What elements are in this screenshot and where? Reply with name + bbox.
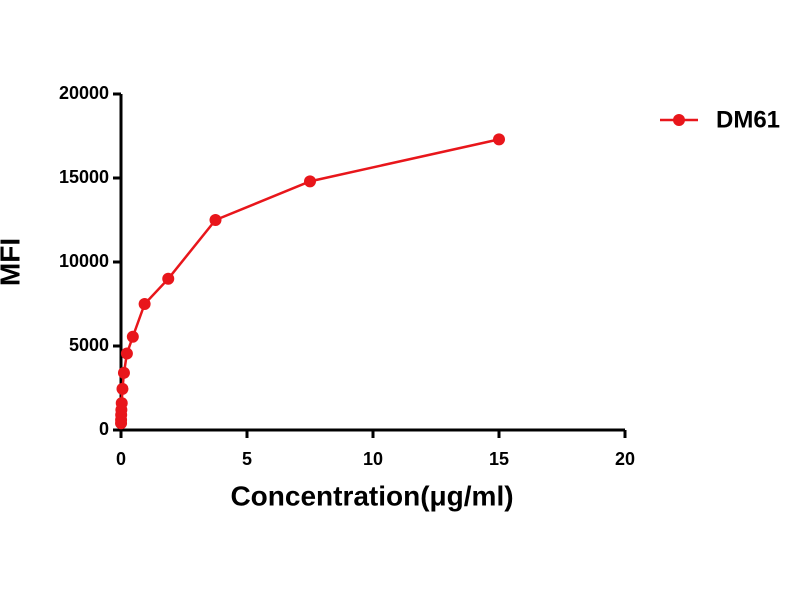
x-tick-label: 5 bbox=[242, 449, 252, 469]
data-point bbox=[116, 382, 129, 395]
x-tick-label: 0 bbox=[116, 449, 126, 469]
data-point bbox=[162, 272, 175, 285]
x-tick-label: 15 bbox=[489, 449, 509, 469]
data-point bbox=[126, 330, 139, 343]
legend-marker bbox=[673, 114, 685, 126]
y-tick-label: 0 bbox=[99, 419, 109, 439]
data-point bbox=[493, 133, 505, 146]
data-point bbox=[138, 298, 151, 310]
data-point bbox=[209, 214, 222, 226]
data-point bbox=[304, 175, 316, 188]
y-axis-label: MFI bbox=[0, 238, 25, 286]
data-point bbox=[115, 417, 128, 430]
x-tick-label: 20 bbox=[615, 449, 635, 469]
y-tick-label: 10000 bbox=[59, 251, 109, 271]
x-axis-label: Concentration(μg/ml) bbox=[230, 480, 513, 511]
y-tick-label: 15000 bbox=[59, 167, 109, 187]
y-tick-label: 5000 bbox=[69, 335, 109, 355]
data-point bbox=[117, 366, 130, 379]
x-tick-label: 10 bbox=[363, 449, 383, 469]
y-tick-label: 20000 bbox=[59, 83, 109, 103]
legend-label: DM61 bbox=[716, 106, 780, 133]
data-point bbox=[120, 347, 133, 360]
